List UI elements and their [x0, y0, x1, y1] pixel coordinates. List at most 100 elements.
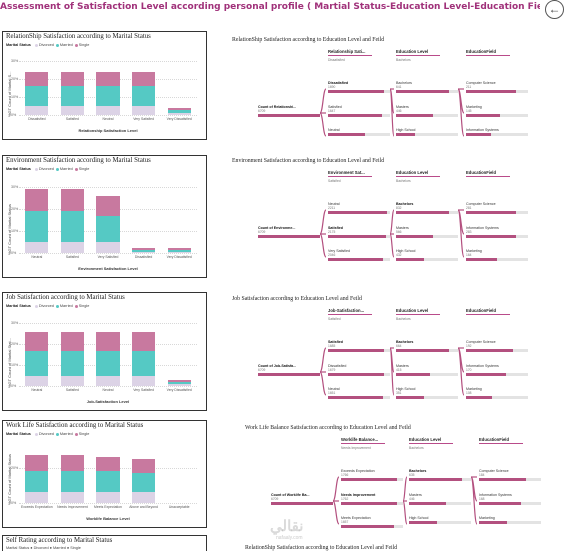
- bar-segment-single[interactable]: [60, 71, 84, 87]
- bar-segment-single[interactable]: [60, 455, 84, 472]
- stacked-bar[interactable]: [167, 247, 191, 253]
- stacked-bar[interactable]: [167, 107, 191, 115]
- stacked-bar[interactable]: [60, 455, 84, 503]
- tree-node[interactable]: Masters 446: [409, 493, 471, 505]
- bar-segment-single[interactable]: [167, 379, 191, 382]
- bar-segment-married[interactable]: [167, 381, 191, 384]
- tree-node[interactable]: Needs Improvement 1762: [341, 493, 403, 505]
- stacked-bar[interactable]: [167, 379, 191, 386]
- bar-segment-divorced[interactable]: [60, 106, 84, 115]
- bar-segment-married[interactable]: [132, 472, 156, 493]
- tree-node[interactable]: Computer Science 184: [479, 469, 541, 481]
- tree-node[interactable]: High School 351: [396, 387, 458, 399]
- tree-node[interactable]: Information Systems 170: [466, 364, 528, 376]
- stacked-bar[interactable]: [132, 458, 156, 503]
- stacked-bar[interactable]: [60, 331, 84, 386]
- bar-segment-married[interactable]: [96, 86, 120, 106]
- bar-segment-single[interactable]: [25, 189, 49, 212]
- stacked-bar[interactable]: [60, 71, 84, 115]
- stacked-bar[interactable]: [96, 71, 120, 115]
- bar-segment-married[interactable]: [25, 86, 49, 106]
- bar-segment-divorced[interactable]: [132, 492, 156, 503]
- tree-node[interactable]: High School: [396, 128, 458, 136]
- bar-segment-divorced[interactable]: [25, 492, 49, 503]
- bar-segment-single[interactable]: [60, 331, 84, 351]
- tree-column-header[interactable]: Job-Satisfaction...: [328, 308, 372, 315]
- tree-node[interactable]: Masters 415: [396, 364, 458, 376]
- stacked-bar[interactable]: [132, 71, 156, 115]
- bar-segment-divorced[interactable]: [25, 106, 49, 115]
- bar-segment-divorced[interactable]: [167, 113, 191, 115]
- bar-segment-single[interactable]: [96, 71, 120, 87]
- tree-column-header[interactable]: EducationField: [466, 49, 510, 56]
- tree-node[interactable]: Bachelors 832: [396, 202, 458, 214]
- tree-node[interactable]: Dissatisfied 1690: [328, 81, 390, 93]
- tree-node[interactable]: Information Systems 168: [479, 493, 541, 505]
- bar-segment-married[interactable]: [96, 471, 120, 493]
- bar-segment-divorced[interactable]: [96, 492, 120, 503]
- bar-segment-single[interactable]: [96, 456, 120, 472]
- bar-segment-married[interactable]: [132, 249, 156, 252]
- tree-node[interactable]: Meets Expectation 1657: [341, 516, 403, 528]
- tree-node[interactable]: Neutral 1651: [328, 387, 390, 399]
- bar-segment-divorced[interactable]: [25, 242, 49, 253]
- stacked-bar[interactable]: [25, 189, 49, 253]
- tree-node[interactable]: Marketing 108: [466, 387, 528, 399]
- tree-column-header[interactable]: Education Level: [396, 308, 440, 315]
- bar-segment-divorced[interactable]: [96, 375, 120, 386]
- root-node[interactable]: Count of Environme... 6709: [258, 226, 320, 238]
- bar-segment-married[interactable]: [25, 211, 49, 242]
- bar-segment-divorced[interactable]: [132, 375, 156, 386]
- bar-segment-divorced[interactable]: [60, 492, 84, 503]
- bar-segment-divorced[interactable]: [96, 242, 120, 253]
- stacked-bar[interactable]: [60, 189, 84, 253]
- tree-node[interactable]: Bachelors 635: [409, 469, 471, 481]
- root-node[interactable]: Count of Worklife Ba... 6709: [271, 493, 333, 505]
- bar-segment-single[interactable]: [25, 71, 49, 87]
- bar-segment-single[interactable]: [167, 107, 191, 110]
- tree-node[interactable]: Very Satisfied 2046: [328, 249, 390, 261]
- tree-node[interactable]: Computer Science 192: [466, 340, 528, 352]
- tree-node[interactable]: Exceeds Expectation 1766: [341, 469, 403, 481]
- stacked-bar[interactable]: [25, 331, 49, 386]
- bar-segment-divorced[interactable]: [60, 375, 84, 386]
- bar-segment-married[interactable]: [96, 350, 120, 376]
- bar-segment-single[interactable]: [25, 331, 49, 351]
- root-node[interactable]: Count of Job-Satisfa... 6709: [258, 364, 320, 376]
- bar-segment-single[interactable]: [132, 331, 156, 351]
- stacked-bar[interactable]: [96, 456, 120, 503]
- bar-segment-married[interactable]: [25, 471, 49, 493]
- bar-segment-divorced[interactable]: [132, 251, 156, 253]
- bar-segment-married[interactable]: [132, 350, 156, 376]
- bar-segment-divorced[interactable]: [167, 383, 191, 386]
- tree-node[interactable]: Satisfied 1647: [328, 105, 390, 117]
- tree-column-header[interactable]: Worklife Balance...: [341, 437, 385, 444]
- bar-segment-single[interactable]: [96, 195, 120, 216]
- bar-segment-single[interactable]: [167, 247, 191, 250]
- tree-node[interactable]: Dissatisfied 1679: [328, 364, 390, 376]
- tree-node[interactable]: Neutral: [328, 128, 390, 136]
- bar-segment-divorced[interactable]: [132, 106, 156, 115]
- stacked-bar[interactable]: [25, 455, 49, 503]
- tree-column-header[interactable]: Education Level: [396, 49, 440, 56]
- bar-segment-divorced[interactable]: [60, 242, 84, 253]
- tree-node[interactable]: Bachelors 664: [396, 340, 458, 352]
- bar-segment-single[interactable]: [96, 331, 120, 351]
- bar-segment-single[interactable]: [132, 458, 156, 473]
- bar-segment-divorced[interactable]: [167, 251, 191, 253]
- bar-segment-married[interactable]: [167, 249, 191, 252]
- tree-node[interactable]: Masters 566: [396, 226, 458, 238]
- tree-node[interactable]: Satisfied 2175: [328, 226, 390, 238]
- stacked-bar[interactable]: [96, 195, 120, 253]
- tree-node[interactable]: Information Systems 283: [466, 226, 528, 238]
- bar-segment-married[interactable]: [167, 109, 191, 114]
- tree-node[interactable]: Information Systems: [466, 128, 528, 136]
- stacked-bar[interactable]: [132, 247, 156, 253]
- bar-segment-single[interactable]: [25, 455, 49, 472]
- bar-segment-single[interactable]: [132, 71, 156, 87]
- tree-column-header[interactable]: Relationship Sati...: [328, 49, 372, 56]
- stacked-bar[interactable]: [132, 331, 156, 386]
- tree-column-header[interactable]: EducationField: [466, 170, 510, 177]
- tree-node[interactable]: Satisfied 1685: [328, 340, 390, 352]
- tree-node[interactable]: Marketing 145: [466, 105, 528, 117]
